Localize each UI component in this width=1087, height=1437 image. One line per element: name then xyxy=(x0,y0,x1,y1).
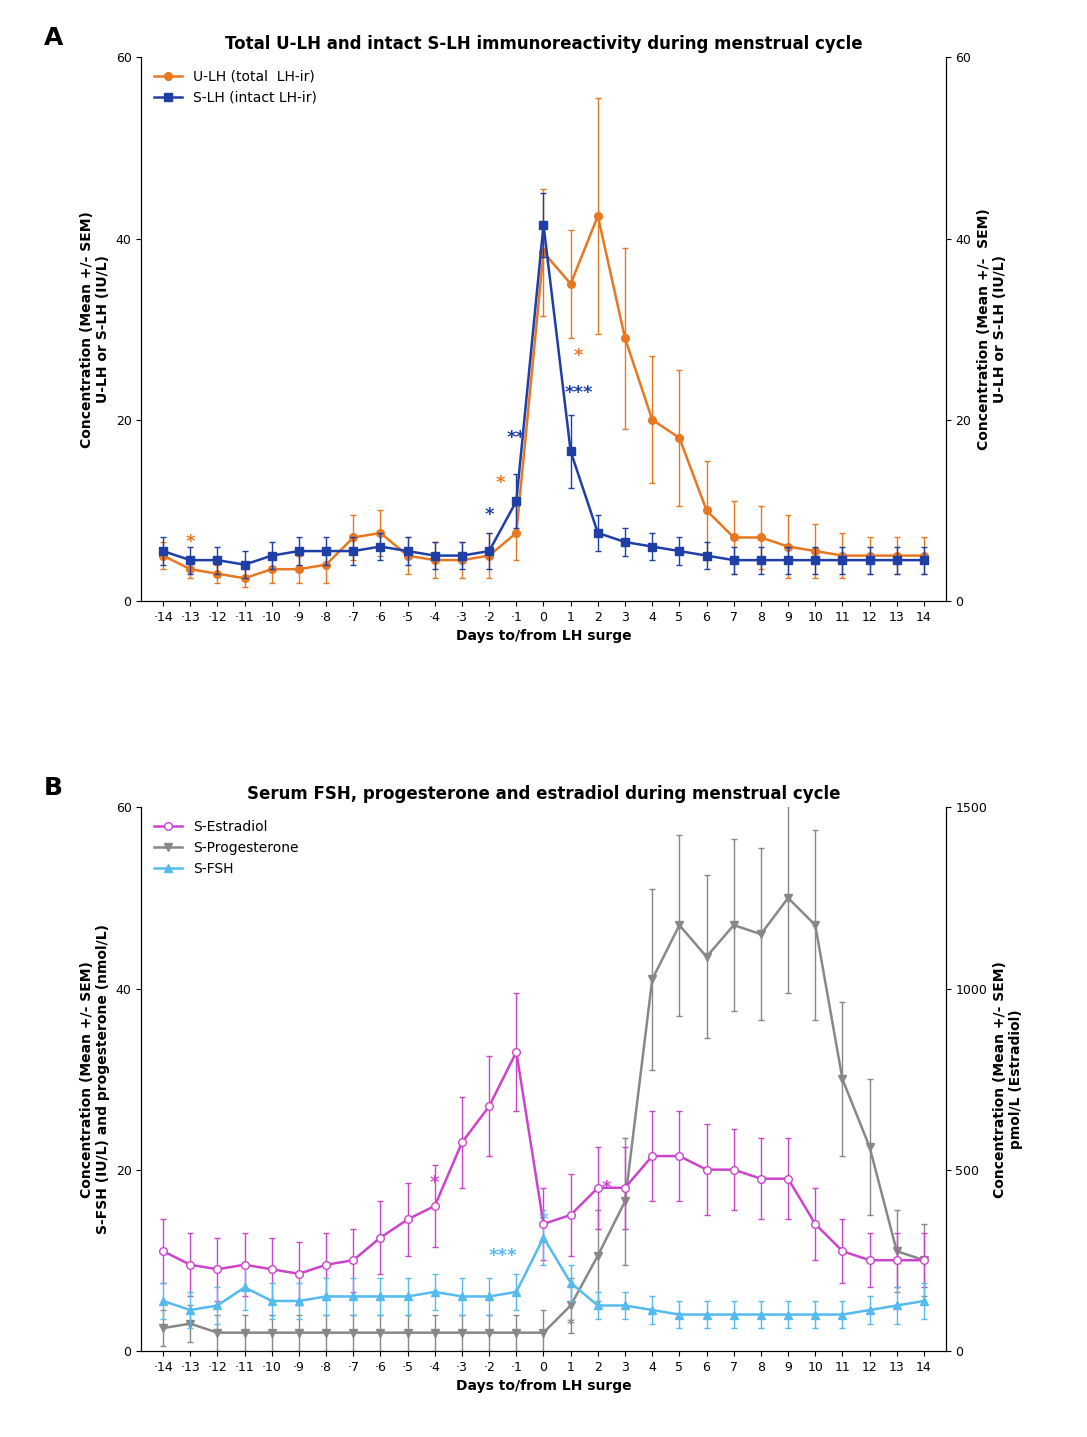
Text: *: * xyxy=(574,348,584,365)
Text: ***: *** xyxy=(488,1247,517,1265)
Text: *: * xyxy=(601,1178,611,1197)
Text: *: * xyxy=(430,1174,439,1193)
Title: Serum FSH, progesterone and estradiol during menstrual cycle: Serum FSH, progesterone and estradiol du… xyxy=(247,785,840,803)
Y-axis label: Concentration (Mean +/- SEM)
U-LH or S-LH (IU/L): Concentration (Mean +/- SEM) U-LH or S-L… xyxy=(80,211,110,447)
Text: *: * xyxy=(485,506,493,525)
Text: *: * xyxy=(496,474,504,493)
X-axis label: Days to/from LH surge: Days to/from LH surge xyxy=(455,629,632,644)
Text: *: * xyxy=(539,1210,548,1229)
Y-axis label: Concentration (Mean +/-  SEM)
U-LH or S-LH (IU/L): Concentration (Mean +/- SEM) U-LH or S-L… xyxy=(977,208,1007,450)
Text: B: B xyxy=(43,776,62,800)
Text: *: * xyxy=(186,533,195,550)
X-axis label: Days to/from LH surge: Days to/from LH surge xyxy=(455,1380,632,1392)
Text: **: ** xyxy=(507,428,526,447)
Legend: U-LH (total  LH-ir), S-LH (intact LH-ir): U-LH (total LH-ir), S-LH (intact LH-ir) xyxy=(148,65,322,111)
Y-axis label: Concentration (Mean +/- SEM)
pmol/L (Estradiol): Concentration (Mean +/- SEM) pmol/L (Est… xyxy=(992,961,1023,1197)
Text: ***: *** xyxy=(564,384,594,401)
Y-axis label: Concentration (Mean +/- SEM)
S-FSH (IU/L) and progesterone (nmol/L): Concentration (Mean +/- SEM) S-FSH (IU/L… xyxy=(80,924,110,1234)
Title: Total U-LH and intact S-LH immunoreactivity during menstrual cycle: Total U-LH and intact S-LH immunoreactiv… xyxy=(225,34,862,53)
Text: A: A xyxy=(43,26,63,50)
Text: *: * xyxy=(566,1318,575,1332)
Legend: S-Estradiol, S-Progesterone, S-FSH: S-Estradiol, S-Progesterone, S-FSH xyxy=(148,815,303,881)
